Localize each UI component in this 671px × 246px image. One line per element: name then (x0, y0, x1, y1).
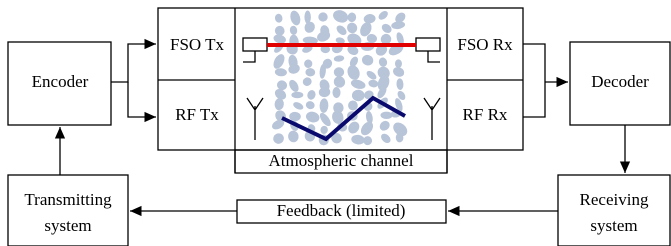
particle (301, 76, 313, 88)
fso-rx-aperture (416, 38, 440, 51)
particle (305, 110, 321, 124)
particle (287, 78, 300, 93)
particle (380, 112, 392, 120)
particle (335, 24, 349, 37)
particle (361, 53, 375, 66)
particle (378, 57, 388, 68)
fso-tx-label: FSO Tx (170, 35, 225, 54)
decoder-label: Decoder (591, 72, 649, 91)
particle (303, 20, 317, 35)
particle (379, 132, 392, 145)
particle (380, 22, 393, 35)
particle (332, 87, 340, 98)
particle (271, 131, 285, 145)
particle (345, 21, 359, 35)
particle (274, 98, 284, 111)
feedback-label: Feedback (limited) (277, 201, 406, 220)
particle (271, 52, 287, 70)
diagram: Encoder FSO Tx RF Tx FSO Rx RF Rx Atmosp… (0, 0, 671, 246)
transmitting-label: system (44, 216, 91, 235)
particle (363, 13, 376, 24)
particle (289, 112, 301, 122)
rf-rx-label: RF Rx (463, 105, 508, 124)
channel-label: Atmospheric channel (269, 151, 414, 170)
particle (289, 25, 298, 35)
particle (352, 89, 365, 101)
particle (347, 12, 357, 23)
particle (345, 63, 361, 81)
particle (318, 111, 333, 128)
fso-rx-label: FSO Rx (457, 35, 513, 54)
particle (368, 79, 379, 88)
receiving-label: Receiving (580, 190, 649, 209)
particle (274, 13, 283, 23)
particle (395, 59, 402, 68)
particle (291, 92, 303, 99)
transmitting-label: Transmitting (24, 190, 112, 209)
receiving-box (558, 175, 670, 246)
particle (287, 130, 299, 143)
particle (305, 68, 316, 77)
particle (358, 119, 375, 137)
particle (289, 9, 302, 26)
particle (318, 12, 328, 22)
particle (304, 59, 313, 68)
transmitting-box (8, 175, 128, 246)
particle (331, 74, 347, 90)
particle (306, 89, 317, 101)
particle (331, 8, 350, 25)
particle (365, 69, 378, 81)
particle (350, 78, 367, 90)
rf-tx-label: RF Tx (175, 105, 219, 124)
particle (315, 29, 331, 44)
fso-tx-aperture (243, 38, 267, 51)
particle (319, 98, 329, 113)
particle (333, 55, 344, 62)
particle (334, 67, 345, 77)
particle (391, 20, 406, 29)
receiving-label: system (590, 216, 637, 235)
particle (351, 134, 366, 145)
particle (377, 9, 390, 21)
particle (305, 100, 316, 110)
particle (275, 68, 288, 77)
particle (396, 78, 404, 90)
particle (320, 125, 329, 135)
particle (292, 101, 305, 112)
particle (392, 66, 406, 79)
particle (378, 119, 392, 133)
encoder-label: Encoder (32, 72, 89, 91)
particle (363, 135, 373, 145)
